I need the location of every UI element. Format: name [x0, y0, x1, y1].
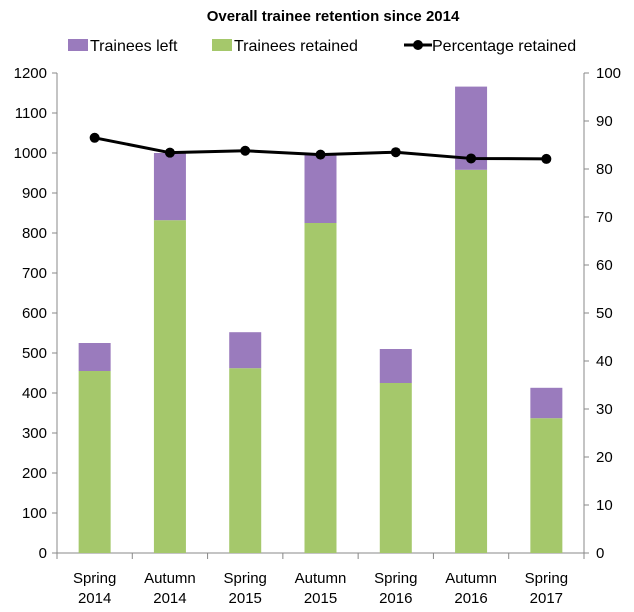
bar-trainees-retained: [379, 383, 412, 553]
legend-label-trainees-left: Trainees left: [90, 38, 178, 55]
left-tick-label: 800: [22, 225, 47, 242]
axes: 0100200300400500600700800900100011001200…: [14, 65, 621, 562]
percentage-point: [541, 153, 552, 164]
percentage-point: [89, 132, 100, 143]
left-tick-label: 1200: [14, 65, 47, 82]
left-tick-label: 600: [22, 305, 47, 322]
right-tick-label: 10: [596, 497, 613, 514]
left-tick-label: 500: [22, 345, 47, 362]
left-tick-label: 200: [22, 465, 47, 482]
bar-trainees-retained: [78, 371, 111, 553]
left-tick-label: 1100: [15, 105, 47, 122]
legend-marker-trainees-left: [68, 39, 88, 51]
left-tick-label: 900: [22, 185, 47, 202]
bar-trainees-retained: [229, 368, 262, 553]
x-tick-label: Spring 2016: [374, 570, 417, 607]
left-tick-label: 100: [22, 505, 47, 522]
percentage-point: [466, 153, 477, 164]
x-tick-label: Spring 2017: [525, 570, 568, 607]
legend-label-percentage-retained: Percentage retained: [432, 38, 576, 55]
bar-trainees-left: [530, 387, 563, 419]
bar-trainees-left: [229, 332, 262, 369]
right-tick-label: 100: [596, 65, 621, 82]
percentage-point: [390, 147, 401, 158]
right-tick-label: 70: [596, 209, 613, 226]
right-tick-label: 90: [596, 113, 613, 130]
bar-trainees-left: [379, 349, 412, 383]
bar-trainees-left: [304, 155, 337, 223]
percentage-point: [240, 145, 251, 156]
legend: Trainees left Trainees retained Percentage…: [68, 38, 576, 55]
x-tick-label: Autumn 2015: [295, 570, 347, 607]
bar-trainees-left: [78, 343, 111, 371]
x-tick-label: Autumn 2016: [445, 570, 497, 607]
bar-trainees-retained: [304, 223, 337, 553]
bar-trainees-left: [153, 153, 186, 221]
right-tick-label: 0: [596, 545, 604, 562]
left-tick-label: 1000: [14, 145, 47, 162]
chart-title: Overall trainee retention since 2014: [207, 8, 460, 25]
right-tick-label: 50: [596, 305, 613, 322]
legend-marker-point-percentage-retained: [413, 40, 423, 50]
left-tick-label: 700: [22, 265, 47, 282]
bars: [78, 86, 563, 554]
left-tick-label: 400: [22, 385, 47, 402]
x-tick-label: Spring 2014: [73, 570, 116, 607]
left-tick-label: 0: [39, 545, 47, 562]
right-tick-label: 20: [596, 449, 613, 466]
right-tick-label: 30: [596, 401, 613, 418]
x-axis-labels: Spring 2014 Autumn 2014 Spring 2015 Autumn 2015…: [73, 570, 568, 607]
percentage-point: [164, 147, 175, 158]
percentage-line: [89, 132, 552, 164]
x-tick-label: Spring 2015: [224, 570, 267, 607]
bar-trainees-retained: [530, 418, 563, 553]
right-tick-label: 60: [596, 257, 613, 274]
right-tick-label: 80: [596, 161, 613, 178]
left-tick-label: 300: [22, 425, 47, 442]
x-tick-label: Autumn 2014: [144, 570, 196, 607]
bar-trainees-retained: [455, 169, 488, 554]
legend-label-trainees-retained: Trainees retained: [234, 38, 358, 55]
percentage-point: [315, 149, 326, 160]
bar-trainees-retained: [153, 220, 186, 553]
right-tick-label: 40: [596, 353, 613, 370]
legend-marker-trainees-retained: [212, 39, 232, 51]
